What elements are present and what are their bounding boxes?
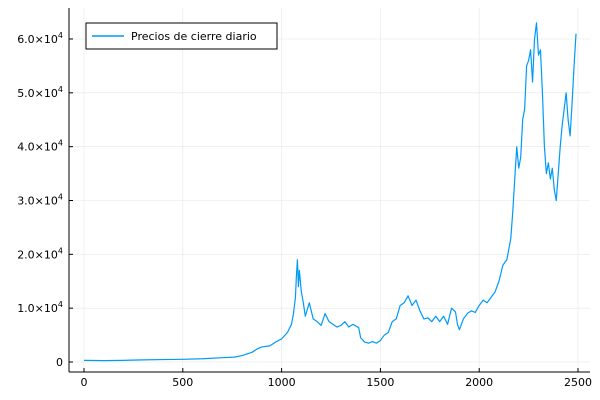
y-tick-label: 3.0×104 [17,193,63,208]
x-tick-label: 1500 [366,376,394,389]
legend: Precios de cierre diario [85,22,278,50]
x-tick-label: 0 [81,376,88,389]
x-tick-label: 500 [172,376,193,389]
y-tick-mantissa: 6.0×10 [17,33,58,46]
y-tick-label: 0 [56,356,63,369]
legend-label: Precios de cierre diario [131,30,257,43]
y-tick-exponent: 4 [58,300,63,309]
y-tick-exponent: 4 [58,31,63,40]
y-tick-mantissa: 5.0×10 [17,87,58,100]
y-tick-exponent: 4 [58,139,63,148]
y-tick-label: 6.0×104 [17,31,63,46]
x-tick-label: 2500 [564,376,592,389]
y-tick-mantissa: 3.0×10 [17,195,58,208]
y-tick-mantissa: 1.0×10 [17,302,58,315]
y-tick-mantissa: 2.0×10 [17,248,58,261]
y-tick-exponent: 4 [58,193,63,202]
x-tick-label: 2000 [465,376,493,389]
y-tick-label: 1.0×104 [17,300,63,315]
y-tick-exponent: 4 [58,85,63,94]
x-tick-label: 1000 [268,376,296,389]
y-ticks: 01.0×1042.0×1043.0×1044.0×1045.0×1046.0×… [17,31,73,369]
y-tick-mantissa: 0 [56,356,63,369]
y-tick-label: 5.0×104 [17,85,63,100]
y-tick-label: 4.0×104 [17,139,63,154]
y-tick-exponent: 4 [58,246,63,255]
axes [68,8,590,373]
y-tick-label: 2.0×104 [17,246,63,261]
x-ticks: 0 500 1000 1500 2000 2500 [81,368,592,389]
grid [69,8,590,372]
y-tick-mantissa: 4.0×10 [17,141,58,154]
series-layer [83,22,577,362]
series-line [83,22,577,362]
